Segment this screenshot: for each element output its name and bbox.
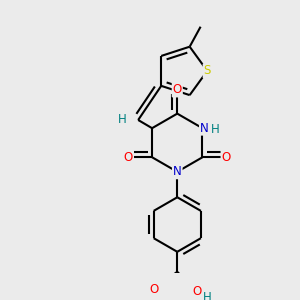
Text: O: O	[172, 83, 182, 97]
Text: N: N	[200, 122, 209, 135]
Text: S: S	[204, 64, 211, 77]
Text: N: N	[173, 165, 182, 178]
Text: H: H	[203, 291, 212, 300]
Text: O: O	[193, 285, 202, 298]
Text: O: O	[124, 151, 133, 164]
Text: O: O	[221, 151, 231, 164]
Text: O: O	[149, 284, 158, 296]
Text: H: H	[118, 113, 127, 127]
Text: H: H	[211, 124, 220, 136]
